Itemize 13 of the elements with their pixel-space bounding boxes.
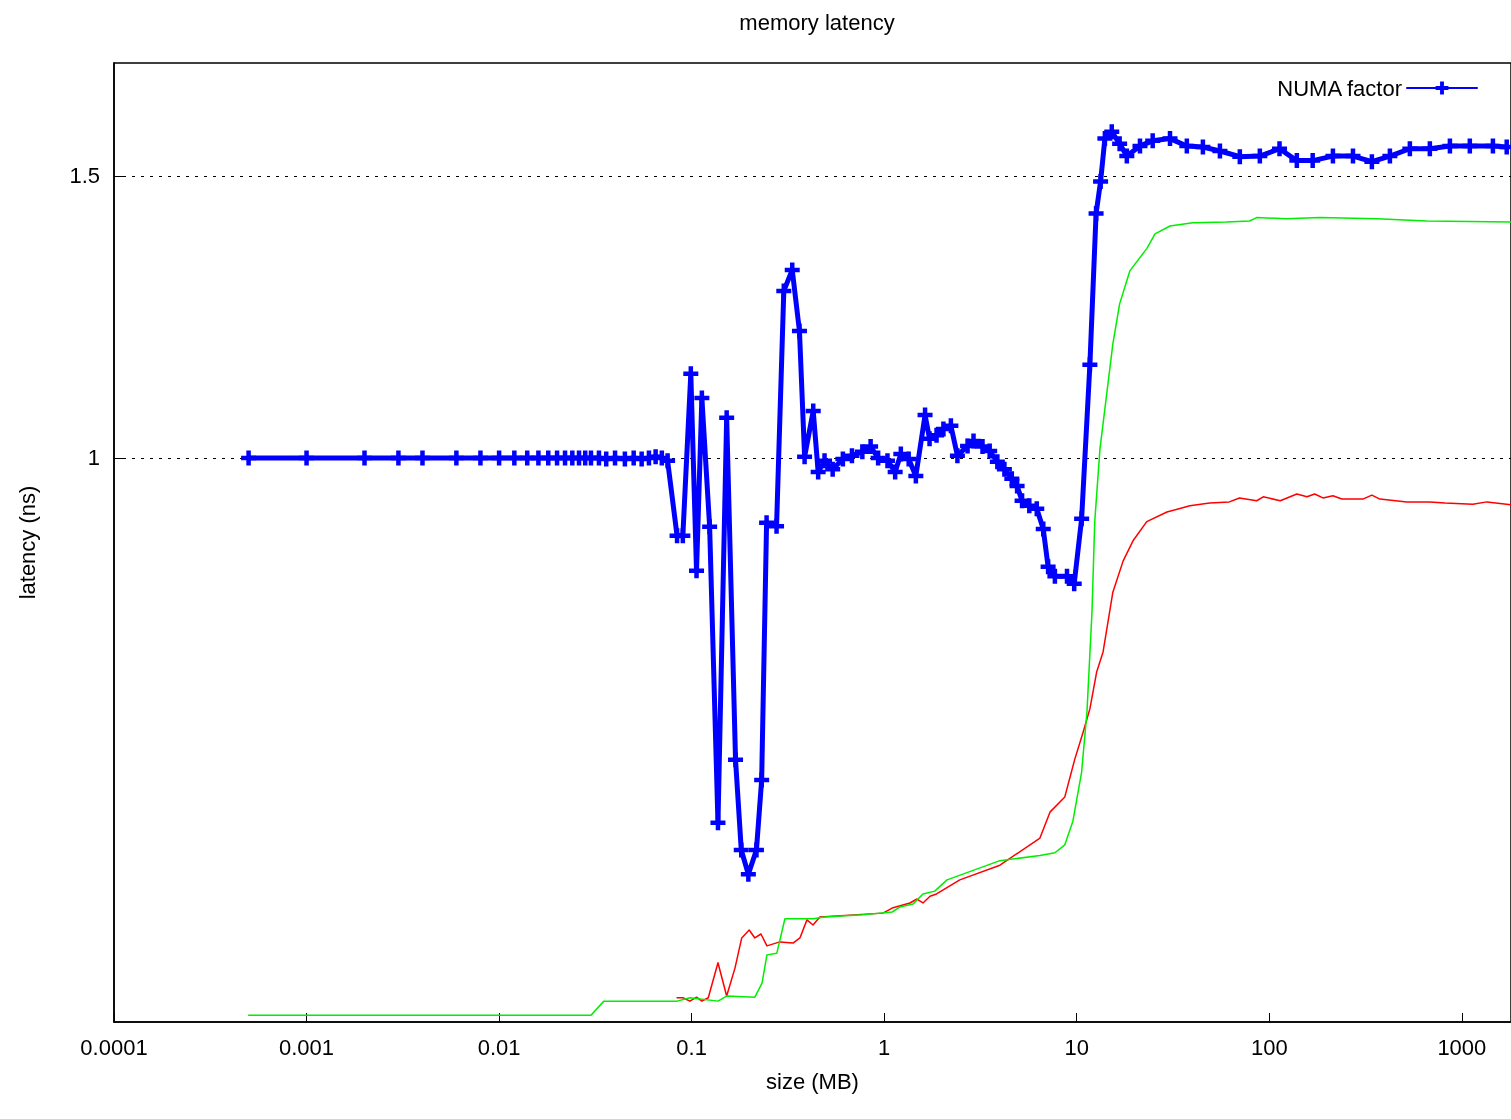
x-tick-label: 0.1: [676, 1034, 707, 1060]
x-tick-label: 0.0001: [80, 1034, 148, 1060]
x-tick-label: 100: [1250, 1034, 1288, 1060]
x-tick-label: 1: [878, 1034, 891, 1060]
x-tick-label: 10: [1064, 1034, 1089, 1060]
legend-label: NUMA factor: [1277, 75, 1402, 101]
x-axis-title: size (MB): [766, 1068, 859, 1094]
x-tick-label: 1000: [1437, 1034, 1487, 1060]
chart-title: memory latency: [739, 9, 895, 35]
x-tick-label: 0.001: [279, 1034, 335, 1060]
y-axis-title: latency (ns): [14, 485, 40, 600]
x-tick-label: 0.01: [477, 1034, 521, 1060]
y-tick-label: 1.5: [69, 163, 100, 189]
